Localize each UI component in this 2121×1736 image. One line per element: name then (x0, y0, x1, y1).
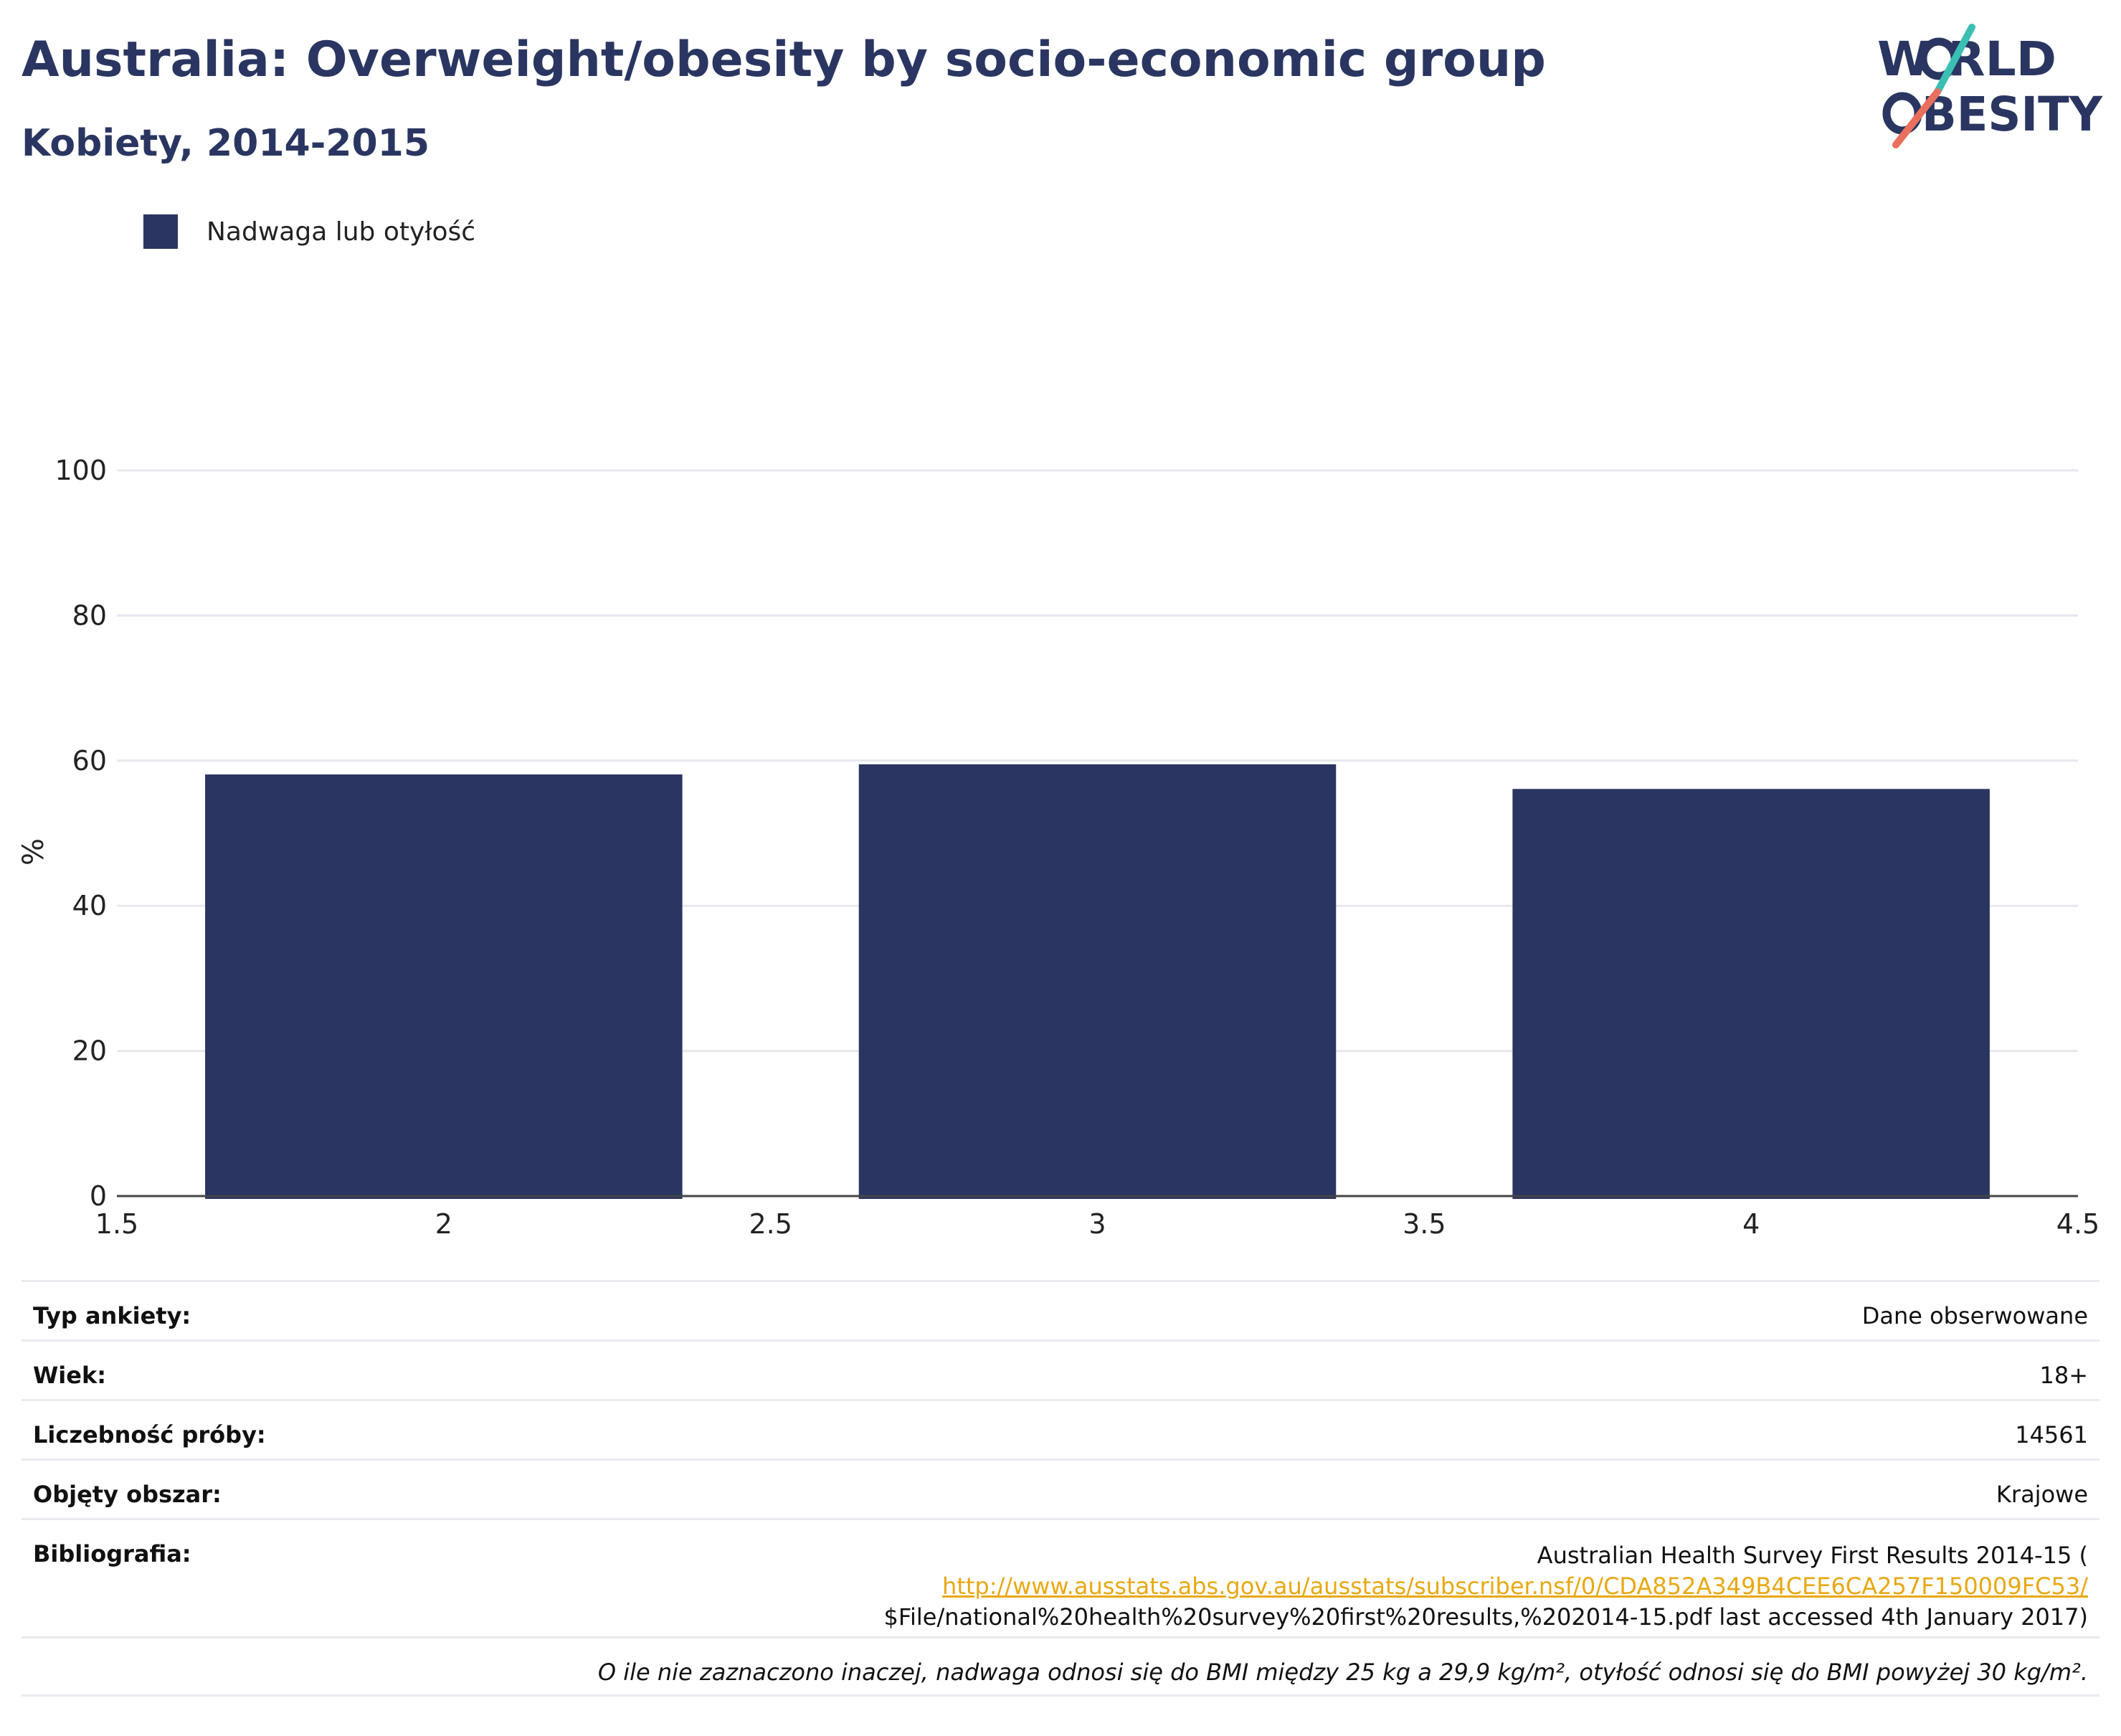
bmi-footnote: O ile nie zaznaczono inaczej, nadwaga od… (597, 1659, 2088, 1686)
info-row-area: Objęty obszar: Krajowe (22, 1458, 2099, 1518)
info-row-age: Wiek: 18+ (22, 1339, 2099, 1399)
info-row-survey-type: Typ ankiety: Dane obserwowane (22, 1280, 2099, 1339)
legend-label: Nadwaga lub otyłość (207, 217, 476, 247)
chart-title: Australia: Overweight/obesity by socio-e… (22, 32, 1546, 88)
area-label: Objęty obszar: (33, 1481, 222, 1508)
x-tick-label: 2.5 (749, 1208, 792, 1240)
x-tick-label: 4.5 (2056, 1208, 2099, 1240)
area-value: Krajowe (1996, 1481, 2088, 1508)
x-tick-label: 3 (1088, 1208, 1106, 1240)
bibliography-line-3: $File/national%20health%20survey%20first… (883, 1603, 2088, 1631)
chart-subtitle: Kobiety, 2014-2015 (22, 122, 430, 165)
bibliography-link[interactable]: http://www.ausstats.abs.gov.au/ausstats/… (942, 1573, 2088, 1600)
bibliography-value: Australian Health Survey First Results 2… (884, 1540, 2088, 1633)
bar (205, 774, 683, 1199)
x-tick-label: 1.5 (95, 1208, 138, 1240)
y-tick-label: 0 (90, 1180, 107, 1212)
sample-size-value: 14561 (2015, 1421, 2088, 1448)
info-row-sample-size: Liczebność próby: 14561 (22, 1399, 2099, 1458)
bibliography-label: Bibliografia: (33, 1540, 191, 1567)
x-tick-label: 2 (435, 1208, 452, 1240)
survey-type-value: Dane obserwowane (1861, 1302, 2088, 1329)
world-obesity-logo: W RLD BESITY (1877, 24, 2103, 148)
y-tick-label: 20 (72, 1035, 107, 1067)
logo-slash-bottom (1892, 88, 1941, 148)
y-tick-label: 60 (72, 745, 107, 777)
info-row-bibliography: Bibliografia: Australian Health Survey F… (22, 1518, 2099, 1636)
y-tick-label: 40 (72, 890, 107, 921)
info-row-note: O ile nie zaznaczono inaczej, nadwaga od… (22, 1636, 2099, 1697)
sample-size-label: Liczebność próby: (33, 1421, 266, 1448)
x-tick-label: 3.5 (1403, 1208, 1446, 1240)
y-tick-label: 80 (72, 599, 107, 631)
bibliography-line-1: Australian Health Survey First Results 2… (1537, 1542, 2088, 1569)
y-axis-label: % (17, 838, 50, 865)
survey-type-label: Typ ankiety: (33, 1302, 191, 1329)
info-table: Typ ankiety: Dane obserwowane Wiek: 18+ … (22, 1280, 2099, 1697)
legend-swatch (143, 214, 178, 249)
chart-legend: Nadwaga lub otyłość (143, 214, 475, 250)
x-tick-label: 4 (1742, 1208, 1760, 1240)
age-value: 18+ (2039, 1362, 2088, 1389)
logo-line-obesity: BESITY (1922, 87, 2103, 142)
bar (1512, 789, 1990, 1199)
y-tick-label: 100 (54, 455, 107, 486)
age-label: Wiek: (33, 1362, 107, 1389)
logo-slash-top (1934, 24, 1975, 95)
bar (858, 764, 1337, 1199)
bar-chart: 0 20 40 60 80 100 1.5 2 2.5 3 3.5 4 4.5% (17, 455, 2099, 1240)
